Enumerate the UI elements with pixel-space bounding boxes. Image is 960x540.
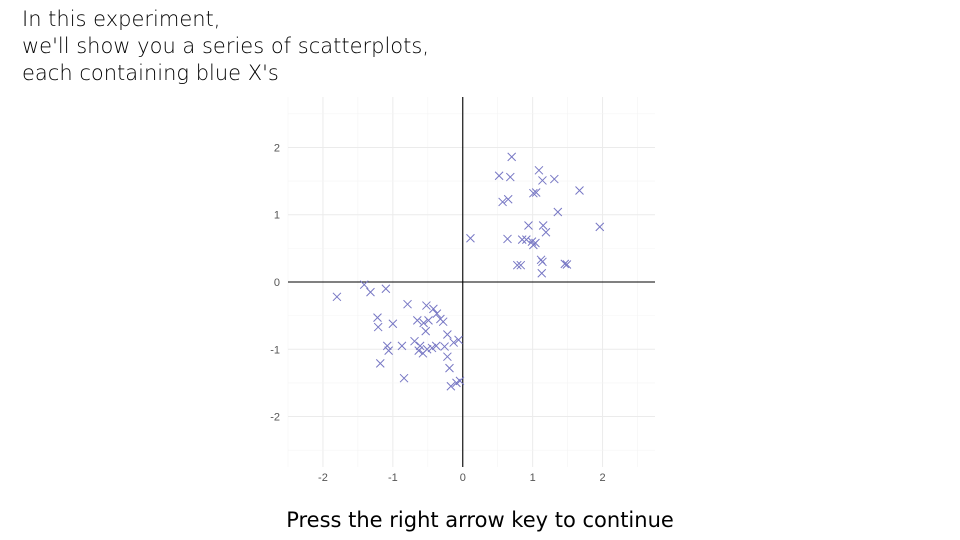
data-point-x-marker — [424, 315, 433, 325]
data-point-x-marker — [419, 318, 428, 328]
data-point-x-marker — [381, 284, 391, 294]
data-point-x-marker — [388, 319, 398, 329]
data-point-x-marker — [422, 344, 432, 354]
x-tick-label: 2 — [600, 472, 606, 484]
data-point-x-marker — [399, 373, 409, 383]
data-point-x-marker — [422, 301, 431, 310]
data-point-x-marker — [560, 259, 570, 269]
tick-labels: -2 -1 0 1 2 -2 -1 0 1 2 — [270, 142, 605, 484]
y-tick-label: -1 — [270, 344, 280, 356]
data-point-x-marker — [446, 381, 456, 391]
data-point-x-marker — [454, 335, 463, 345]
data-point-x-marker — [507, 152, 517, 162]
data-point-x-marker — [538, 257, 547, 267]
data-point-x-marker — [549, 174, 559, 184]
x-tick-label: -2 — [318, 472, 328, 484]
data-point-x-marker — [410, 336, 419, 346]
data-point-x-marker — [384, 346, 394, 355]
data-point-x-marker — [503, 234, 512, 244]
data-point-x-marker — [517, 235, 527, 244]
data-point-x-marker — [431, 341, 441, 351]
data-point-x-marker — [375, 359, 385, 368]
x-tick-label: -1 — [388, 472, 398, 484]
data-point-x-marker — [494, 171, 504, 181]
data-point-x-marker — [403, 299, 412, 309]
data-point-x-marker — [359, 280, 369, 290]
data-point-x-marker — [443, 330, 452, 339]
data-point-x-marker — [534, 165, 544, 175]
data-point-x-marker — [414, 346, 424, 355]
data-point-x-marker — [440, 342, 449, 351]
data-point-x-marker — [466, 233, 475, 243]
y-tick-label: 1 — [274, 210, 280, 222]
data-point-x-marker — [529, 188, 538, 198]
intro-line: In this experiment, — [22, 7, 221, 31]
data-point-x-marker — [541, 227, 551, 237]
data-point-x-marker — [382, 341, 392, 351]
data-point-x-marker — [429, 304, 438, 314]
data-point-x-marker — [445, 363, 454, 373]
data-point-x-marker — [522, 235, 531, 244]
data-point-x-marker — [438, 317, 448, 327]
data-point-x-marker — [531, 188, 541, 197]
x-tick-label: 0 — [460, 472, 466, 484]
data-points — [332, 152, 605, 391]
data-point-x-marker — [449, 338, 459, 347]
data-point-x-marker — [538, 221, 548, 230]
continue-instruction: Press the right arrow key to continue — [286, 508, 674, 532]
data-point-x-marker — [443, 352, 452, 362]
intro-line: each containing blue X's — [22, 61, 279, 85]
data-point-x-marker — [562, 260, 572, 269]
data-point-x-marker — [529, 240, 538, 250]
data-point-x-marker — [538, 176, 547, 185]
data-point-x-marker — [332, 292, 342, 302]
data-point-x-marker — [397, 341, 407, 351]
data-point-x-marker — [427, 343, 437, 353]
data-point-x-marker — [553, 207, 563, 217]
data-point-x-marker — [503, 194, 513, 204]
data-point-x-marker — [524, 221, 533, 230]
zero-axes — [288, 97, 655, 467]
data-point-x-marker — [595, 222, 605, 232]
data-point-x-marker — [412, 315, 422, 325]
data-point-x-marker — [415, 341, 425, 351]
data-point-x-marker — [421, 326, 431, 336]
intro-line: we'll show you a series of scatterplots, — [22, 34, 429, 58]
data-point-x-marker — [432, 309, 442, 318]
data-point-x-marker — [373, 313, 382, 323]
intro-text: In this experiment, we'll show you a ser… — [22, 6, 429, 87]
data-point-x-marker — [516, 260, 526, 270]
y-tick-label: -2 — [270, 412, 280, 424]
data-point-x-marker — [452, 378, 461, 388]
data-point-x-marker — [366, 287, 375, 297]
data-point-x-marker — [373, 322, 383, 332]
data-point-x-marker — [537, 268, 547, 278]
y-tick-label: 0 — [274, 277, 280, 289]
data-point-x-marker — [498, 197, 507, 207]
x-tick-label: 1 — [530, 472, 536, 484]
data-point-x-marker — [512, 260, 522, 270]
y-tick-label: 2 — [274, 142, 280, 154]
data-point-x-marker — [505, 172, 515, 182]
data-point-x-marker — [575, 186, 584, 195]
